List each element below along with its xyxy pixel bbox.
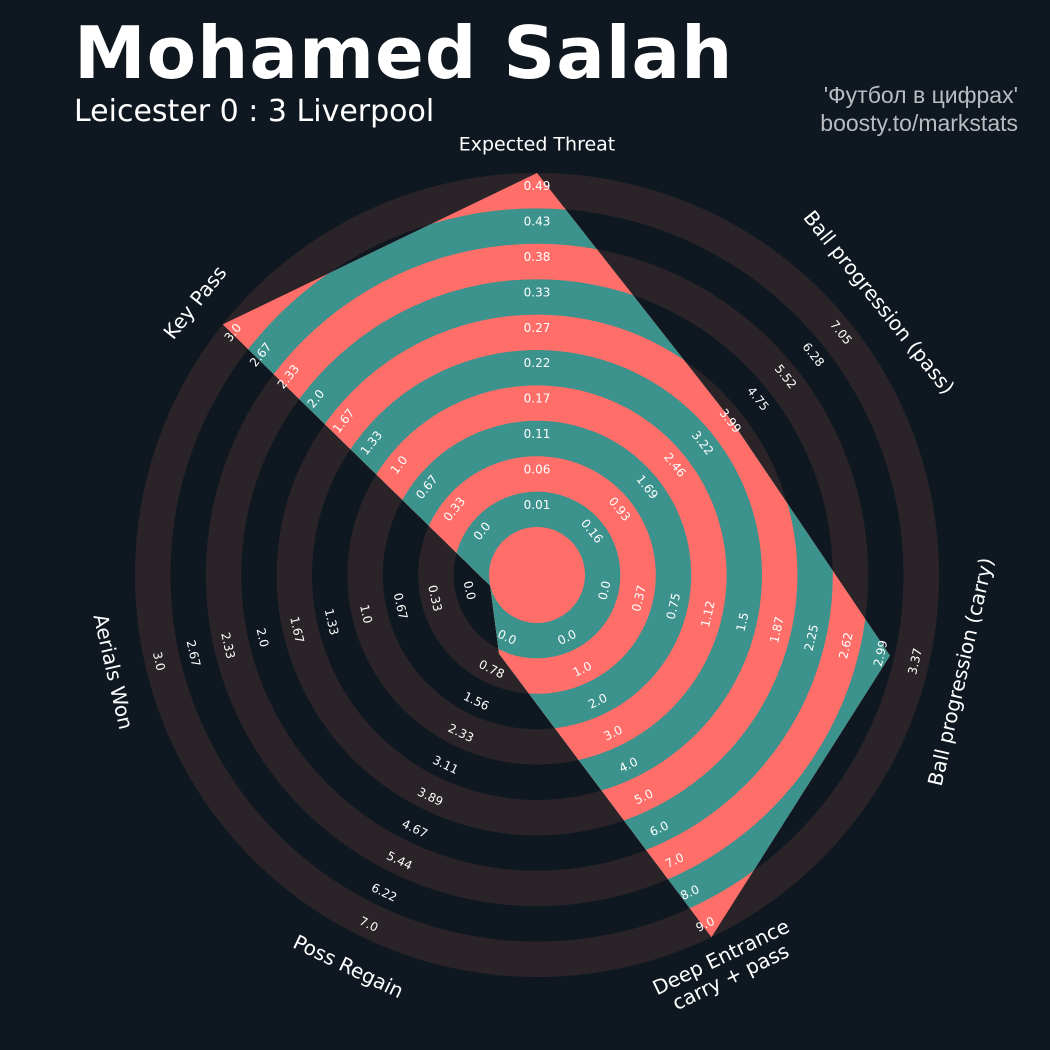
credit-line-1: 'Футбол в цифрах' <box>823 82 1018 108</box>
tick-label: 3.0 <box>150 650 168 672</box>
tick-label: 0.06 <box>524 462 551 476</box>
tick-label: 0.0 <box>596 580 614 602</box>
tick-label: 0.37 <box>629 584 649 613</box>
tick-label: 0.11 <box>524 427 551 441</box>
tick-label: 0.01 <box>524 498 551 512</box>
tick-label: 0.43 <box>524 215 551 229</box>
chart-title: Mohamed Salah <box>74 11 734 95</box>
tick-label: 1.87 <box>767 615 787 644</box>
tick-label: 0.33 <box>425 584 445 613</box>
tick-label: 1.12 <box>698 599 718 628</box>
tick-label: 0.38 <box>524 250 551 264</box>
tick-label: 2.25 <box>802 623 822 652</box>
axis-label: Expected Threat <box>459 134 616 156</box>
tick-label: 0.22 <box>524 356 551 370</box>
tick-label: 0.27 <box>524 321 551 335</box>
tick-label: 1.67 <box>287 615 307 644</box>
tick-label: 1.0 <box>357 603 375 625</box>
tick-label: 2.33 <box>218 631 238 660</box>
tick-label: 0.0 <box>461 580 479 602</box>
tick-label: 0.33 <box>524 285 551 299</box>
tick-label: 3.37 <box>905 647 925 676</box>
tick-label: 0.67 <box>391 592 411 621</box>
credit-line-2: boosty.to/markstats <box>820 110 1018 136</box>
tick-label: 2.62 <box>836 631 856 660</box>
tick-label: 2.67 <box>184 639 204 668</box>
tick-label: 0.49 <box>524 179 551 193</box>
match-subtitle: Leicester 0 : 3 Liverpool <box>74 94 435 129</box>
radar-core <box>489 527 585 623</box>
tick-label: 2.0 <box>254 627 272 649</box>
tick-label: 0.75 <box>664 592 684 621</box>
tick-label: 1.33 <box>322 607 342 636</box>
axis-label: Aerials Won <box>89 612 139 732</box>
tick-label: 1.5 <box>734 611 752 633</box>
tick-label: 2.99 <box>871 639 891 668</box>
tick-label: 0.17 <box>524 392 551 406</box>
